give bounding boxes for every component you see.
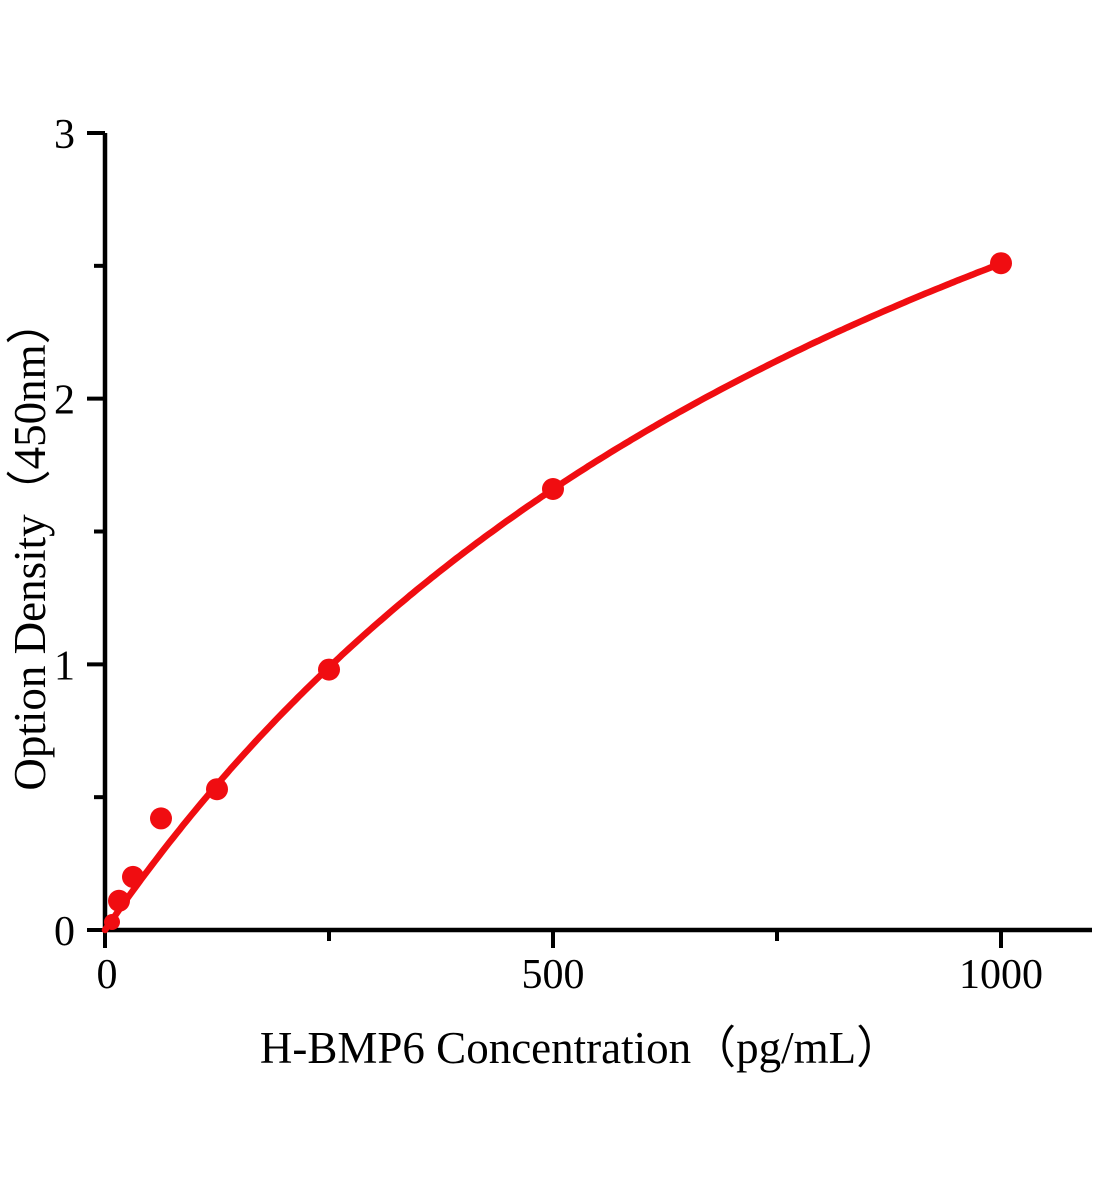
y-tick-label: 1 [54,643,75,689]
data-point [206,778,228,801]
data-point [318,658,340,681]
data-point [990,252,1012,275]
fit-curve [101,260,1005,934]
y-tick-label: 2 [54,378,75,424]
x-tick-label: 500 [522,952,585,998]
y-axis-title: Option Density（450nm） [5,299,55,791]
data-point [122,865,144,888]
x-axis-title: H-BMP6 Concentration（pg/mL） [259,1023,902,1073]
y-tick-label: 0 [54,909,75,955]
data-point [104,914,120,930]
y-tick-label: 3 [54,112,75,158]
x-tick-label: 0 [97,952,118,998]
data-point [542,478,564,500]
x-tick-label: 1000 [959,952,1043,998]
data-point [150,807,172,830]
data-point [108,889,130,912]
